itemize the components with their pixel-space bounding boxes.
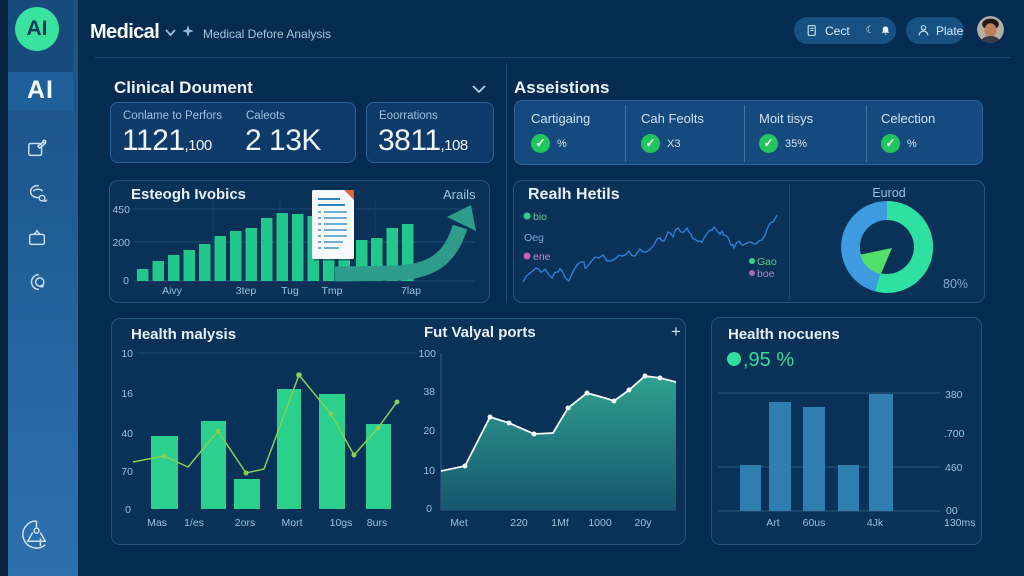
svg-text:1000: 1000 (588, 517, 612, 529)
svg-text:0: 0 (123, 275, 129, 287)
svg-text:Aivy: Aivy (162, 285, 183, 297)
svg-text:Gao: Gao (757, 256, 777, 268)
svg-text:1Mf: 1Mf (551, 517, 569, 529)
svg-text:220: 220 (510, 517, 528, 529)
svg-text:60us: 60us (803, 517, 826, 529)
svg-text:4Jk: 4Jk (867, 517, 884, 529)
svg-text:70: 70 (121, 466, 133, 478)
svg-text:10gs: 10gs (330, 517, 353, 529)
svg-text:130ms: 130ms (944, 517, 976, 529)
svg-text:40: 40 (121, 428, 133, 440)
svg-text:10: 10 (121, 348, 133, 360)
svg-text:16: 16 (121, 388, 133, 400)
svg-text:Eurod: Eurod (872, 186, 905, 200)
svg-text:.700: .700 (944, 428, 965, 440)
svg-text:boe: boe (757, 268, 775, 280)
svg-text:1/es: 1/es (184, 517, 204, 529)
svg-text:100: 100 (418, 348, 436, 360)
svg-text:Oeg: Oeg (524, 232, 544, 244)
svg-text:Art: Art (766, 517, 780, 529)
svg-text:Mas: Mas (147, 517, 167, 529)
svg-text:0: 0 (125, 504, 131, 516)
svg-text:Mort: Mort (282, 517, 303, 529)
svg-text:Tmp: Tmp (322, 285, 343, 297)
svg-text:,95 %: ,95 % (743, 349, 794, 371)
svg-text:00: 00 (946, 505, 958, 517)
svg-text:7lap: 7lap (401, 285, 421, 297)
svg-text:0: 0 (426, 503, 432, 515)
svg-text:460: 460 (945, 462, 963, 474)
svg-text:10: 10 (423, 465, 435, 477)
svg-text:Met: Met (450, 517, 468, 529)
svg-text:80%: 80% (943, 277, 968, 291)
svg-text:380: 380 (945, 389, 963, 401)
svg-text:8urs: 8urs (367, 517, 387, 529)
svg-text:Tug: Tug (281, 285, 299, 297)
svg-text:3tep: 3tep (236, 285, 257, 297)
svg-text:bio: bio (533, 211, 547, 223)
svg-text:20: 20 (423, 425, 435, 437)
svg-text:20y: 20y (635, 517, 653, 529)
svg-text:38: 38 (423, 386, 435, 398)
svg-text:2ors: 2ors (235, 517, 255, 529)
svg-text:ene: ene (533, 251, 551, 263)
svg-text:200: 200 (112, 237, 130, 249)
svg-text:450: 450 (112, 204, 130, 216)
